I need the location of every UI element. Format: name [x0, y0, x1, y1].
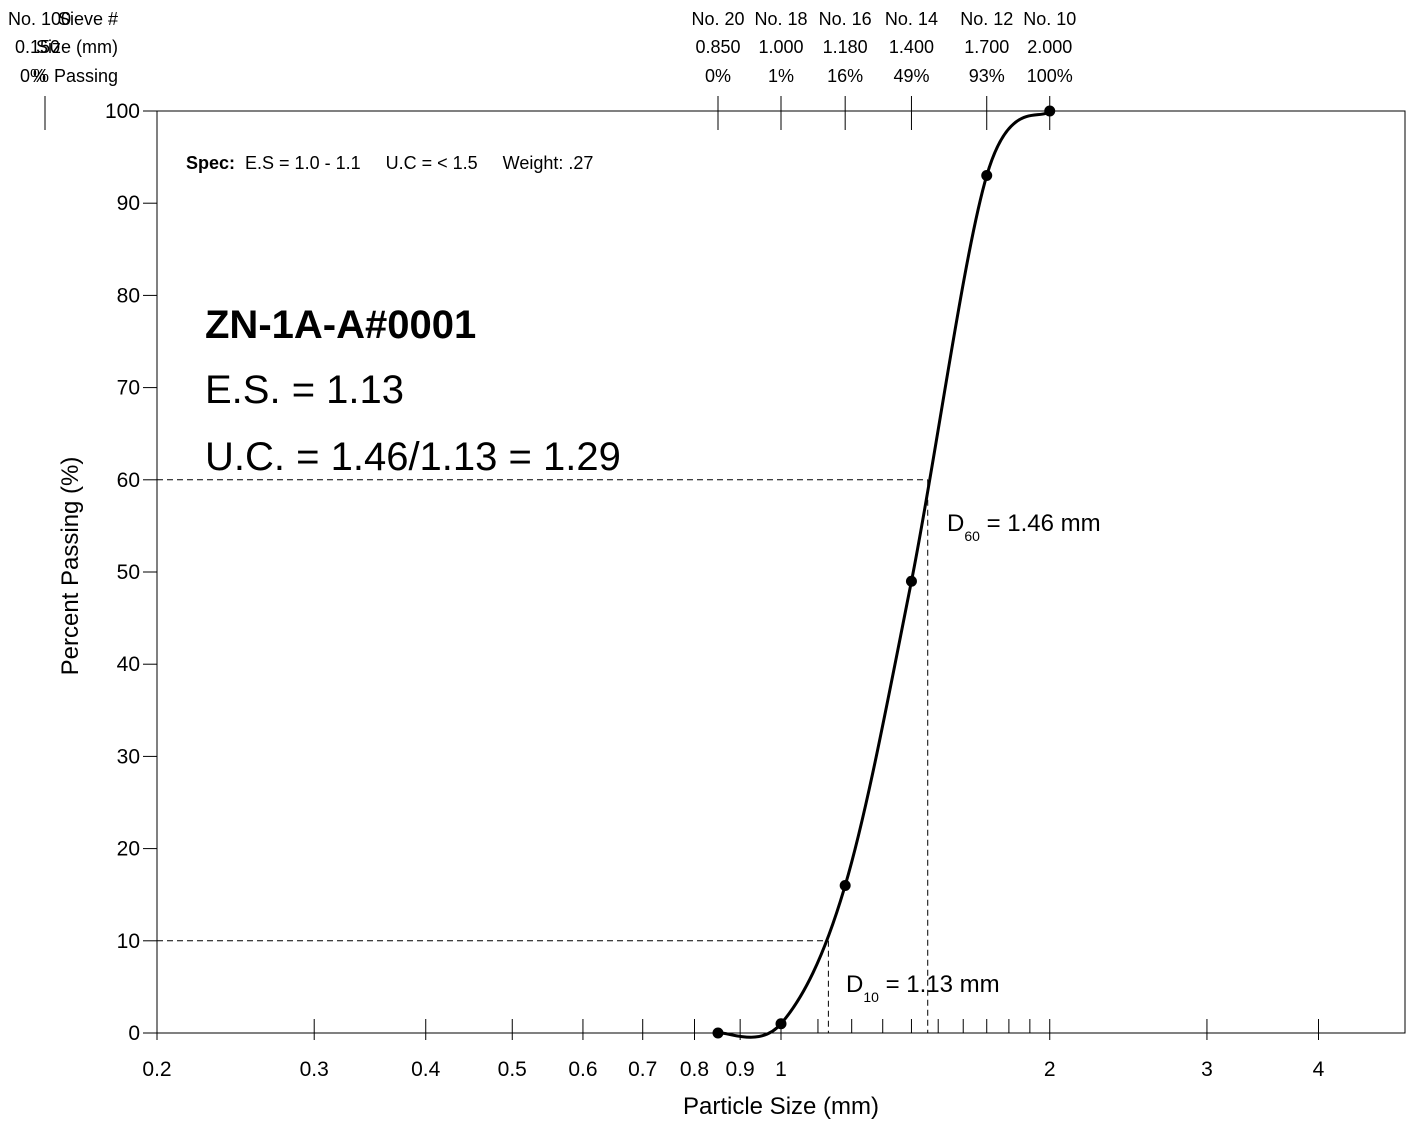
data-points [712, 105, 1056, 1039]
y-tick-label: 30 [117, 745, 140, 768]
data-point [775, 1018, 787, 1030]
top-sieve-size: 1.180 [823, 37, 868, 57]
y-tick-label: 70 [117, 377, 140, 400]
header-sieve-label: Sieve # [58, 9, 118, 29]
d10-value: = 1.13 mm [879, 971, 1000, 998]
plot-frame [156, 110, 1406, 1034]
x-tick-label: 3 [1201, 1058, 1213, 1081]
x-tick-label: 0.9 [726, 1058, 755, 1081]
x-tick-label: 0.6 [568, 1058, 597, 1081]
y-tick-label: 40 [117, 653, 140, 676]
top-sieve-passing: 49% [893, 66, 929, 86]
y-tick-label: 0 [128, 1022, 140, 1045]
top-sieve-passing: 16% [827, 66, 863, 86]
header-left-size: 0.150 [15, 37, 60, 57]
x-tick-label: 2 [1044, 1058, 1056, 1081]
top-sieve-passing: 1% [768, 66, 794, 86]
data-point [712, 1027, 724, 1039]
x-tick-label: 1 [775, 1058, 787, 1081]
header-left-passing: 0% [20, 66, 46, 86]
data-point [981, 170, 993, 182]
top-sieve-number: No. 16 [819, 9, 872, 29]
d10-prefix: D [846, 971, 863, 998]
data-point [1044, 105, 1056, 117]
spec-text: E.S = 1.0 - 1.1 U.C = < 1.5 Weight: .27 [245, 153, 593, 173]
sample-id: ZN-1A-A#0001 [205, 303, 476, 347]
y-tick-label: 80 [117, 284, 140, 307]
top-sieve-passing: 100% [1027, 66, 1073, 86]
y-tick-label: 20 [117, 838, 140, 861]
top-sieve-size: 1.700 [964, 37, 1009, 57]
gradation-curve [717, 109, 1051, 1039]
top-sieve-size: 1.400 [889, 37, 934, 57]
x-tick-label: 0.2 [142, 1058, 171, 1081]
x-axis-ticks: 0.2 0.3 0.4 0.5 0.6 0.7 0.8 0.9 1 2 3 4 [142, 1019, 1325, 1081]
x-tick-label: 0.4 [411, 1058, 441, 1081]
y-tick-label: 50 [117, 561, 140, 584]
top-sieve-number: No. 12 [960, 9, 1013, 29]
es-annotation: E.S. = 1.13 [205, 368, 404, 412]
top-sieve-number: No. 10 [1023, 9, 1076, 29]
y-axis-ticks: 0 10 20 30 40 50 60 70 80 90 100 [105, 100, 157, 1045]
d60-prefix: D [947, 510, 964, 537]
d10-subscript: 10 [863, 989, 879, 1005]
top-sieve-number: No. 20 [691, 9, 744, 29]
top-sieve-passing: 93% [969, 66, 1005, 86]
top-sieve-number: No. 18 [754, 9, 807, 29]
spec-label: Spec: [186, 153, 235, 173]
top-sieve-size: 1.000 [758, 37, 803, 57]
uc-annotation: U.C. = 1.46/1.13 = 1.29 [205, 435, 621, 479]
y-tick-label: 90 [117, 192, 140, 215]
header-passing-label: % Passing [33, 66, 118, 86]
top-sieve-passing: 0% [705, 66, 731, 86]
reference-lines [157, 479, 929, 1033]
d60-subscript: 60 [964, 528, 980, 544]
top-sieve-ticks: No. 20 0.850 0% No. 18 1.000 1% No. 16 1.180 16%… [691, 9, 1076, 130]
data-point [905, 575, 917, 587]
header-left-sieve: No. 100 [8, 9, 71, 29]
d60-value: = 1.46 mm [980, 510, 1101, 537]
spec-line: Spec: E.S = 1.0 - 1.1 U.C = < 1.5 Weight:… [186, 153, 593, 173]
x-tick-label: 4 [1313, 1058, 1325, 1081]
y-axis-title: Percent Passing (%) [57, 457, 84, 676]
data-point [839, 879, 851, 891]
d60-label: D60 = 1.46 mm [947, 510, 1101, 544]
x-tick-label: 0.5 [498, 1058, 527, 1081]
top-sieve-size: 0.850 [695, 37, 740, 57]
top-sieve-size: 2.000 [1027, 37, 1072, 57]
y-tick-label: 100 [105, 100, 140, 123]
top-sieve-number: No. 14 [885, 9, 938, 29]
x-tick-label: 0.8 [680, 1058, 709, 1081]
y-tick-label: 60 [117, 469, 140, 492]
x-axis-title: Particle Size (mm) [683, 1093, 879, 1120]
x-tick-label: 0.3 [300, 1058, 329, 1081]
header-size-label: Size (mm) [36, 37, 118, 57]
y-tick-label: 10 [117, 930, 140, 953]
x-tick-label: 0.7 [628, 1058, 657, 1081]
d10-label: D10 = 1.13 mm [846, 971, 1000, 1005]
